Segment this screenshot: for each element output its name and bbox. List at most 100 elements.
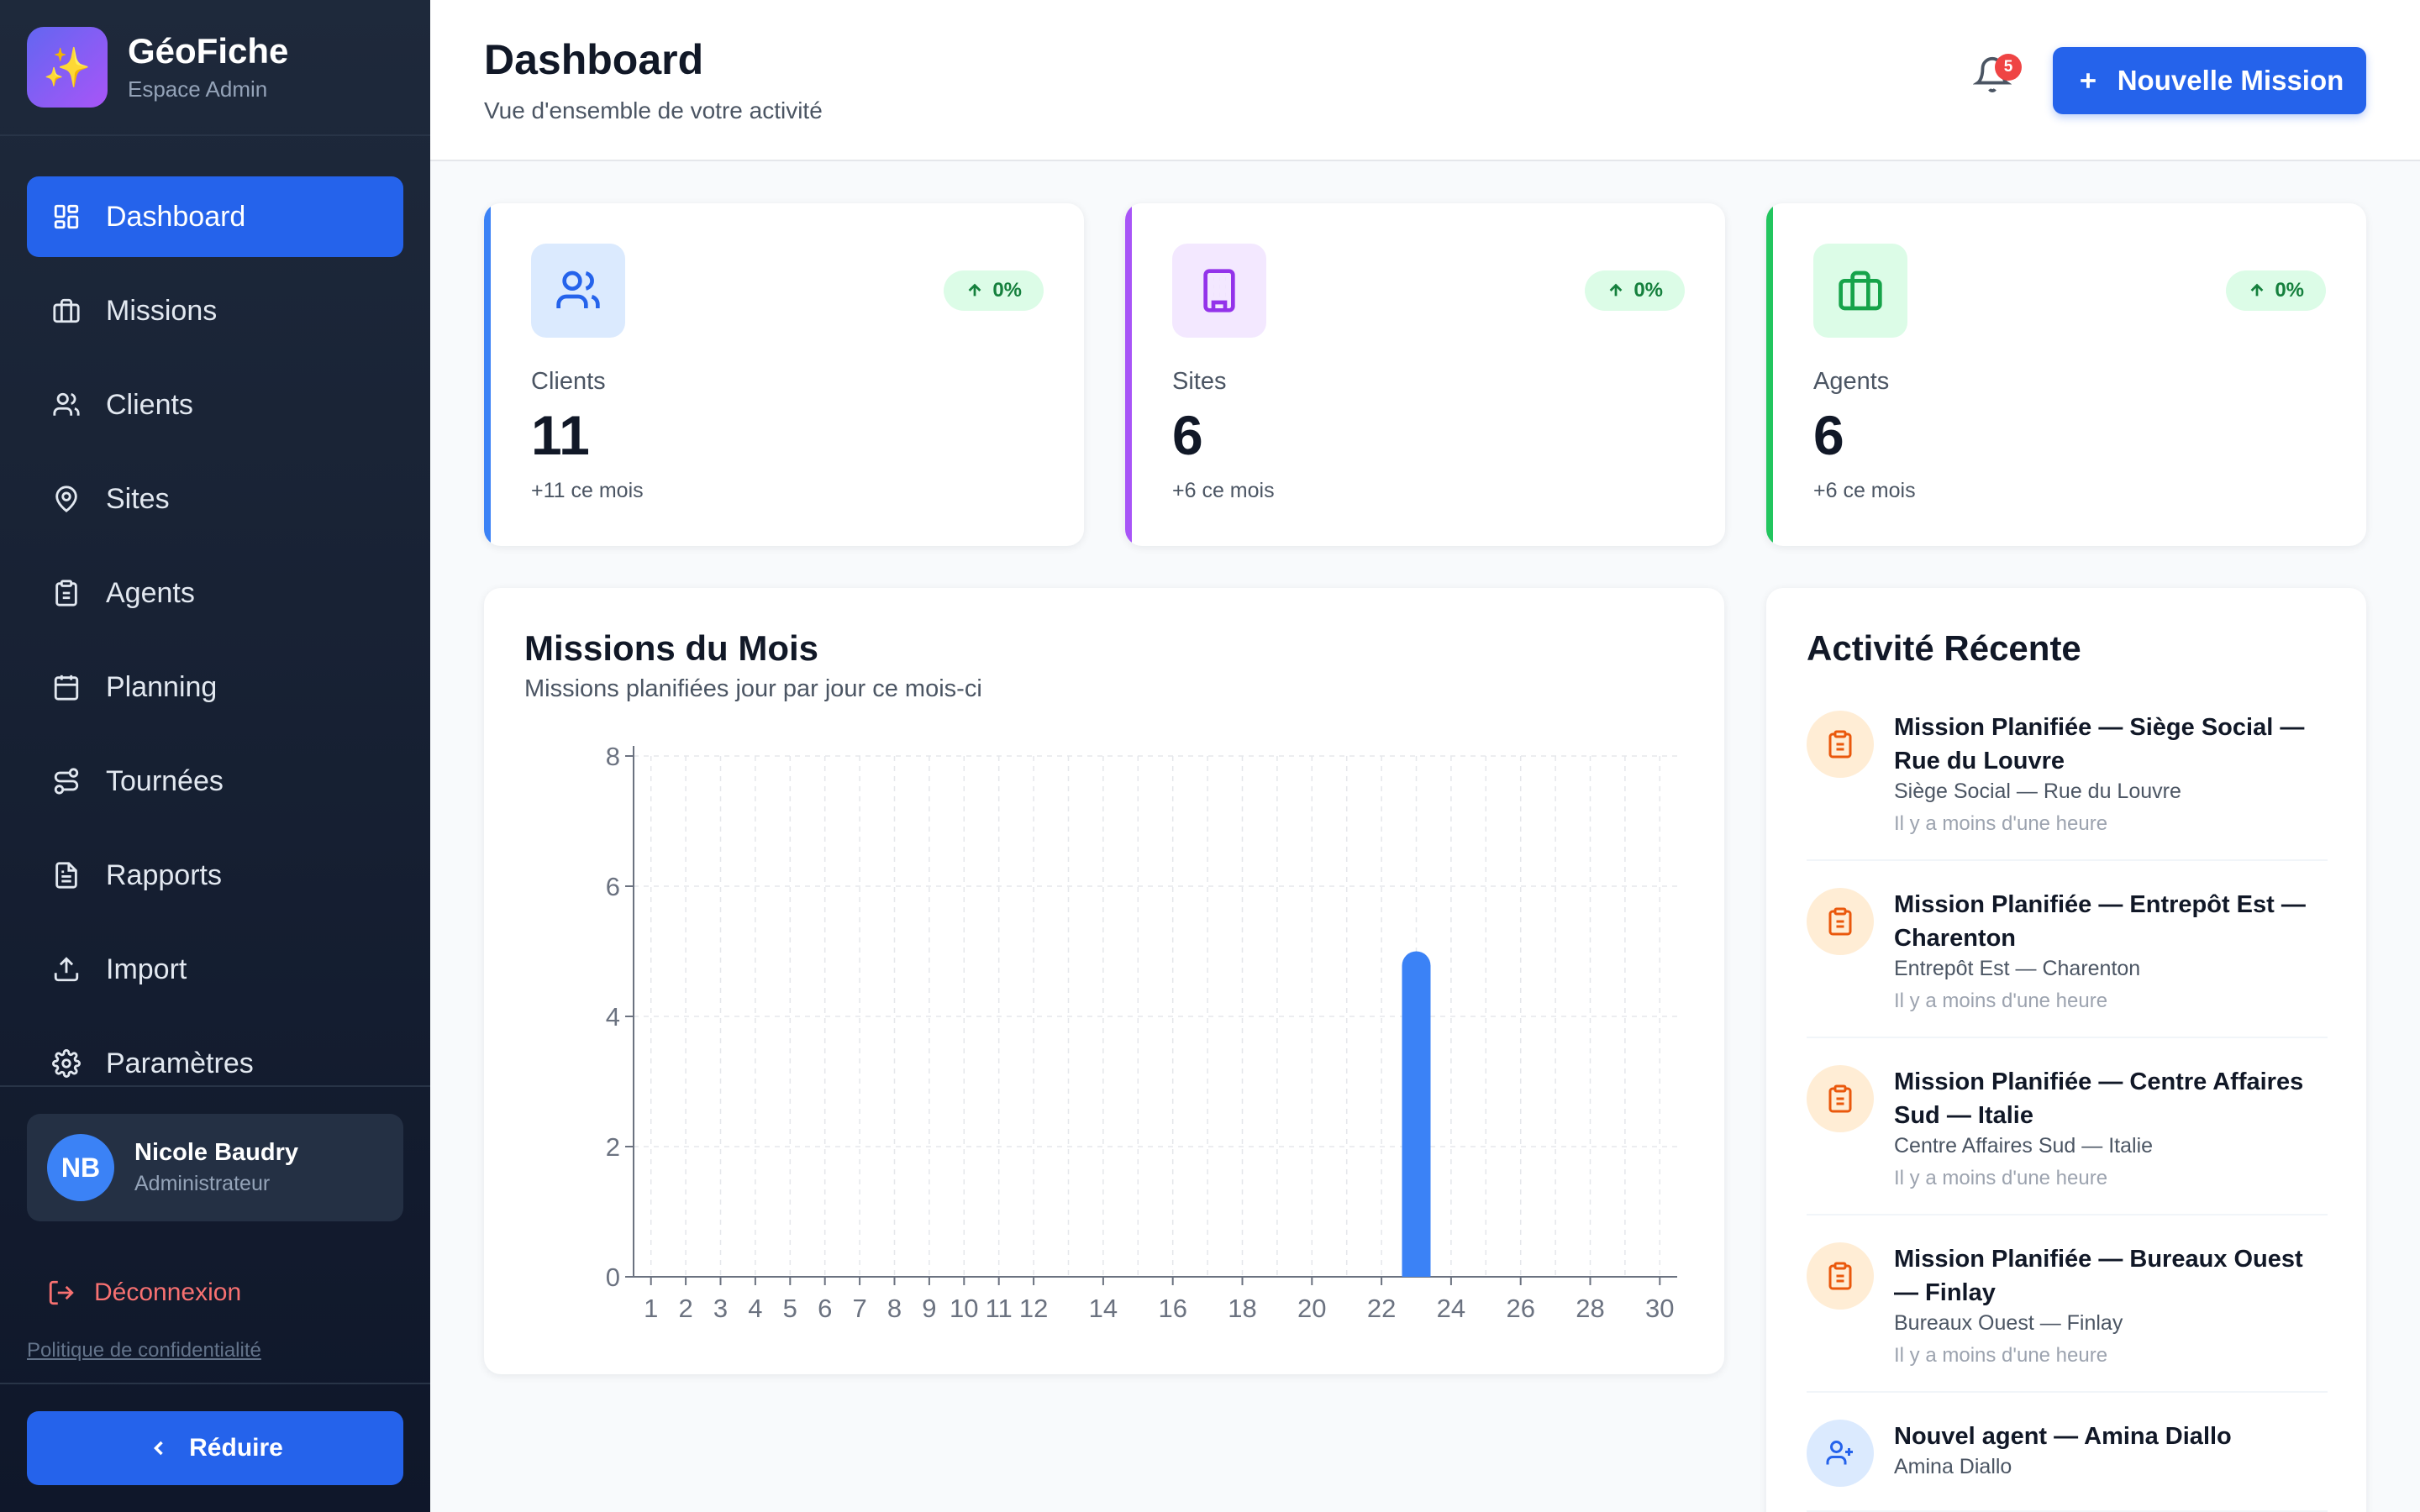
user-name: Nicole Baudry	[134, 1139, 298, 1166]
divider	[0, 1085, 430, 1087]
x-tick-label: 18	[1228, 1294, 1256, 1323]
x-tick-label: 11	[986, 1294, 1013, 1323]
activity-title: Activité Récente	[1807, 628, 2081, 668]
upload-icon	[52, 955, 81, 984]
gear-icon	[52, 1049, 81, 1078]
file-icon	[52, 861, 81, 890]
y-tick-label: 2	[606, 1132, 620, 1162]
chevron-left-icon	[154, 1441, 163, 1456]
activity-item[interactable]: Mission Planifiée — Centre Affaires Sud …	[1807, 1065, 2328, 1215]
users-icon	[52, 391, 81, 419]
dashboard-icon	[52, 202, 81, 231]
sidebar-item-label: Tournées	[106, 764, 224, 797]
activity-item[interactable]: Mission Planifiée — Bureaux Ouest — Finl…	[1807, 1242, 2328, 1393]
collapse-sidebar-button[interactable]: Réduire	[27, 1411, 403, 1485]
clipboard-icon	[1807, 1065, 1874, 1132]
x-tick-label: 9	[922, 1294, 936, 1323]
user-card[interactable]: NB Nicole Baudry Administrateur	[27, 1114, 403, 1221]
x-tick-label: 12	[1019, 1294, 1048, 1323]
briefcase-icon	[52, 297, 81, 325]
x-tick-label: 5	[783, 1294, 797, 1323]
trend-value: 0%	[1634, 279, 1663, 302]
sidebar-item-import[interactable]: Import	[27, 929, 403, 1010]
stat-label: Agents	[1813, 368, 1890, 395]
trend-value: 0%	[2275, 279, 2304, 302]
clipboard-icon	[1807, 1242, 1874, 1310]
route-icon	[52, 767, 81, 795]
activity-desc: Bureaux Ouest — Finlay	[1894, 1311, 2123, 1335]
missions-chart-card: Missions du Mois Missions planifiées jou…	[484, 588, 1724, 1374]
sidebar-item-agents[interactable]: Agents	[27, 553, 403, 633]
page-header: Dashboard Vue d'ensemble de votre activi…	[430, 0, 2420, 161]
card-accent	[1766, 203, 1773, 546]
user-role: Administrateur	[134, 1172, 271, 1195]
logout-button[interactable]: Déconnexion	[47, 1278, 241, 1307]
x-tick-label: 8	[887, 1294, 902, 1323]
clipboard-icon	[52, 579, 81, 607]
activity-title-text: Mission Planifiée — Bureaux Ouest — Finl…	[1894, 1246, 2303, 1306]
stat-value: 6	[1813, 404, 1844, 466]
activity-desc: Entrepôt Est — Charenton	[1894, 957, 2141, 980]
sidebar-item-label: Sites	[106, 482, 170, 515]
chart-subtitle: Missions planifiées jour par jour ce moi…	[524, 675, 982, 702]
divider	[0, 134, 430, 136]
activity-item[interactable]: Mission Planifiée — Siège Social — Rue d…	[1807, 711, 2328, 861]
privacy-link[interactable]: Politique de confidentialité	[27, 1339, 261, 1362]
sidebar-item-dashboard[interactable]: Dashboard	[27, 176, 403, 257]
map-pin-icon	[52, 485, 81, 513]
page-title: Dashboard	[484, 36, 704, 83]
stat-delta: +6 ce mois	[1172, 479, 1275, 502]
sidebar-item-label: Missions	[106, 294, 218, 327]
recent-activity-card: Activité Récente Mission Planifiée — Siè…	[1766, 588, 2366, 1512]
users-icon	[531, 244, 625, 338]
x-tick-label: 20	[1297, 1294, 1326, 1323]
sidebar-item-missions[interactable]: Missions	[27, 270, 403, 351]
x-tick-label: 28	[1576, 1294, 1604, 1323]
stat-delta: +6 ce mois	[1813, 479, 1916, 502]
x-tick-label: 2	[678, 1294, 692, 1323]
sidebar-nav: Dashboard Missions Clients Sites Agents …	[27, 176, 403, 1117]
sidebar-item-label: Import	[106, 953, 187, 985]
user-plus-icon	[1807, 1420, 1874, 1487]
sidebar-item-parametres[interactable]: Paramètres	[27, 1023, 403, 1104]
x-tick-label: 30	[1645, 1294, 1674, 1323]
sidebar-item-label: Agents	[106, 576, 195, 609]
x-tick-label: 7	[852, 1294, 866, 1323]
page-subtitle: Vue d'ensemble de votre activité	[484, 97, 823, 123]
card-accent	[484, 203, 491, 546]
sidebar-item-planning[interactable]: Planning	[27, 647, 403, 727]
activity-time: Il y a moins d'une heure	[1894, 812, 2108, 835]
y-tick-label: 4	[606, 1002, 620, 1032]
brand[interactable]: ✨ GéoFiche Espace Admin	[27, 27, 288, 108]
activity-title-text: Mission Planifiée — Siège Social — Rue d…	[1894, 714, 2305, 774]
x-tick-label: 22	[1367, 1294, 1396, 1323]
activity-title-text: Mission Planifiée — Centre Affaires Sud …	[1894, 1068, 2304, 1129]
activity-list: Mission Planifiée — Siège Social — Rue d…	[1807, 711, 2328, 1512]
x-tick-label: 3	[713, 1294, 728, 1323]
sidebar-item-tournees[interactable]: Tournées	[27, 741, 403, 822]
sidebar-item-label: Paramètres	[106, 1047, 254, 1079]
sidebar-item-label: Dashboard	[106, 200, 246, 233]
notification-badge: 5	[1995, 54, 2022, 81]
clipboard-icon	[1807, 888, 1874, 955]
stat-card-agents[interactable]: 0% Agents 6 +6 ce mois	[1766, 203, 2366, 546]
sidebar-item-rapports[interactable]: Rapports	[27, 835, 403, 916]
activity-time: Il y a moins d'une heure	[1894, 1344, 2108, 1367]
bell-icon	[1972, 57, 2012, 92]
logout-icon	[49, 1280, 74, 1305]
chart-title: Missions du Mois	[524, 628, 819, 668]
x-tick-label: 4	[748, 1294, 762, 1323]
notifications-button[interactable]: 5	[1972, 54, 2022, 102]
activity-item[interactable]: Nouvel agent — Amina Diallo Amina Diallo	[1807, 1420, 2328, 1512]
stat-card-clients[interactable]: 0% Clients 11 +11 ce mois	[484, 203, 1084, 546]
activity-item[interactable]: Mission Planifiée — Entrepôt Est — Chare…	[1807, 888, 2328, 1038]
sidebar-item-clients[interactable]: Clients	[27, 365, 403, 445]
arrow-up-icon	[1609, 283, 1623, 297]
sparkles-icon: ✨	[27, 27, 108, 108]
trend-badge: 0%	[1585, 270, 1685, 311]
briefcase-icon	[1813, 244, 1907, 338]
new-mission-button[interactable]: Nouvelle Mission	[2053, 47, 2366, 114]
sidebar-item-label: Planning	[106, 670, 218, 703]
sidebar-item-sites[interactable]: Sites	[27, 459, 403, 539]
stat-card-sites[interactable]: 0% Sites 6 +6 ce mois	[1125, 203, 1725, 546]
